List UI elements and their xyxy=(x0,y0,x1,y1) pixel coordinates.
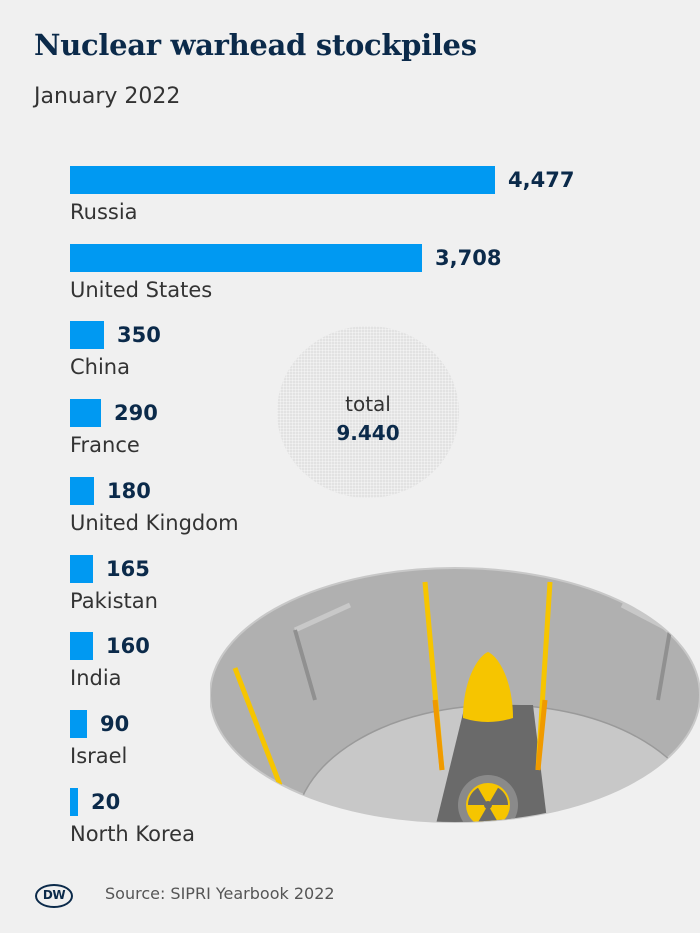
category-label: India xyxy=(70,666,122,690)
value-label: 290 xyxy=(114,401,158,425)
bar-israel xyxy=(70,710,87,738)
bar-china xyxy=(70,321,104,349)
bar-india xyxy=(70,632,93,660)
category-label: United States xyxy=(70,278,213,302)
value-label: 180 xyxy=(107,479,151,503)
value-label: 3,708 xyxy=(435,246,502,270)
value-label: 160 xyxy=(106,634,150,658)
bar-united-kingdom xyxy=(70,477,94,505)
total-value: 9.440 xyxy=(336,421,400,445)
bar-pakistan xyxy=(70,555,93,583)
category-label: Israel xyxy=(70,744,128,768)
chart-title: Nuclear warhead stockpiles xyxy=(34,28,477,62)
source-note: Source: SIPRI Yearbook 2022 xyxy=(105,884,335,903)
total-label: total xyxy=(345,392,391,416)
value-label: 90 xyxy=(100,712,130,736)
category-label: United Kingdom xyxy=(70,511,239,535)
value-label: 20 xyxy=(91,790,121,814)
dw-logo: DW xyxy=(35,884,73,908)
value-label: 4,477 xyxy=(508,168,575,192)
value-label: 165 xyxy=(106,557,150,581)
category-label: Pakistan xyxy=(70,589,158,613)
category-label: North Korea xyxy=(70,822,195,846)
bar-russia xyxy=(70,166,495,194)
total-circle xyxy=(277,326,459,498)
chart-subtitle: January 2022 xyxy=(34,84,181,109)
category-label: Russia xyxy=(70,200,138,224)
category-label: France xyxy=(70,433,140,457)
value-label: 350 xyxy=(117,323,161,347)
bar-north-korea xyxy=(70,788,78,816)
bar-france xyxy=(70,399,101,427)
category-label: China xyxy=(70,355,130,379)
missile-silo-illustration xyxy=(210,567,700,823)
bar-united-states xyxy=(70,244,422,272)
